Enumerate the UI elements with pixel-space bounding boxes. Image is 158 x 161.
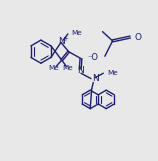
Text: N: N [93,74,99,83]
Text: N: N [77,66,84,75]
Text: Me: Me [49,65,59,71]
Text: O: O [134,33,141,42]
Text: Me: Me [72,30,82,36]
Text: N: N [58,37,65,46]
Text: ⁻O: ⁻O [88,52,99,62]
Text: Me: Me [107,70,118,76]
Text: +: + [63,36,69,42]
Text: Me: Me [63,65,73,71]
